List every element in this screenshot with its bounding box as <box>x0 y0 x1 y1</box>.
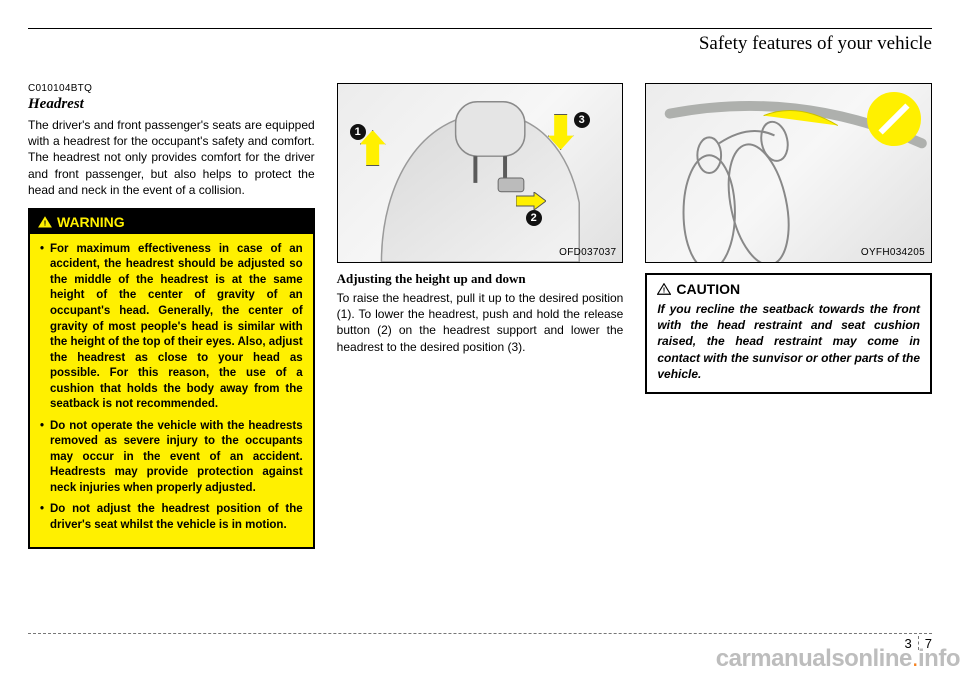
warning-header: ! WARNING <box>30 210 313 234</box>
svg-text:!: ! <box>663 286 666 295</box>
warning-triangle-icon: ! <box>38 216 52 228</box>
caution-header: ! CAUTION <box>657 281 920 297</box>
prohibition-icon <box>867 92 921 146</box>
column-1: C010104BTQ Headrest The driver's and fro… <box>28 83 315 549</box>
figure-recline-caution: OYFH034205 <box>645 83 932 263</box>
reference-code: C010104BTQ <box>28 83 315 94</box>
three-column-layout: C010104BTQ Headrest The driver's and fro… <box>28 83 932 549</box>
paragraph-text: To raise the headrest, pull it up to the… <box>337 290 624 355</box>
caution-label: CAUTION <box>676 281 740 297</box>
warning-body: For maximum effectiveness in case of an … <box>30 234 313 547</box>
manual-page: Safety features of your vehicle C010104B… <box>0 0 960 675</box>
warning-item: Do not adjust the headrest position of t… <box>40 502 303 533</box>
caution-body: If you recline the seatback towards the … <box>657 301 920 382</box>
callout-badge-3: 3 <box>574 112 590 128</box>
caution-box: ! CAUTION If you recline the seatback to… <box>645 273 932 394</box>
column-3: OYFH034205 ! CAUTION If you recline the … <box>645 83 932 549</box>
caution-triangle-icon: ! <box>657 283 671 295</box>
callout-badge-2: 2 <box>526 210 542 226</box>
warning-label: WARNING <box>57 214 125 230</box>
figure-code: OFD037037 <box>559 247 616 258</box>
watermark: carmanualsonline.info <box>716 645 960 673</box>
section-title: Safety features of your vehicle <box>28 33 932 55</box>
header-rule <box>28 28 932 29</box>
warning-item: Do not operate the vehicle with the head… <box>40 419 303 497</box>
figure-headrest-adjust: 1 3 2 OFD037037 <box>337 83 624 263</box>
intro-paragraph: The driver's and front passenger's seats… <box>28 117 315 198</box>
adjust-paragraph: To raise the headrest, pull it up to the… <box>337 290 624 355</box>
warning-item: For maximum effectiveness in case of an … <box>40 242 303 413</box>
paragraph-text: The driver's and front passenger's seats… <box>28 117 315 198</box>
watermark-domain: info <box>918 645 960 672</box>
adjust-subheading: Adjusting the height up and down <box>337 271 624 287</box>
callout-badge-1: 1 <box>350 124 366 140</box>
warning-box: ! WARNING For maximum effectiveness in c… <box>28 208 315 549</box>
arrow-press-icon <box>516 192 546 210</box>
subheading-headrest: Headrest <box>28 96 315 113</box>
headrest-illustration <box>338 84 623 262</box>
watermark-brand: carmanualsonline <box>716 645 912 672</box>
figure-code: OYFH034205 <box>861 247 925 258</box>
svg-text:!: ! <box>44 218 47 227</box>
column-2: 1 3 2 OFD037037 Adjusting the height up … <box>337 83 624 549</box>
